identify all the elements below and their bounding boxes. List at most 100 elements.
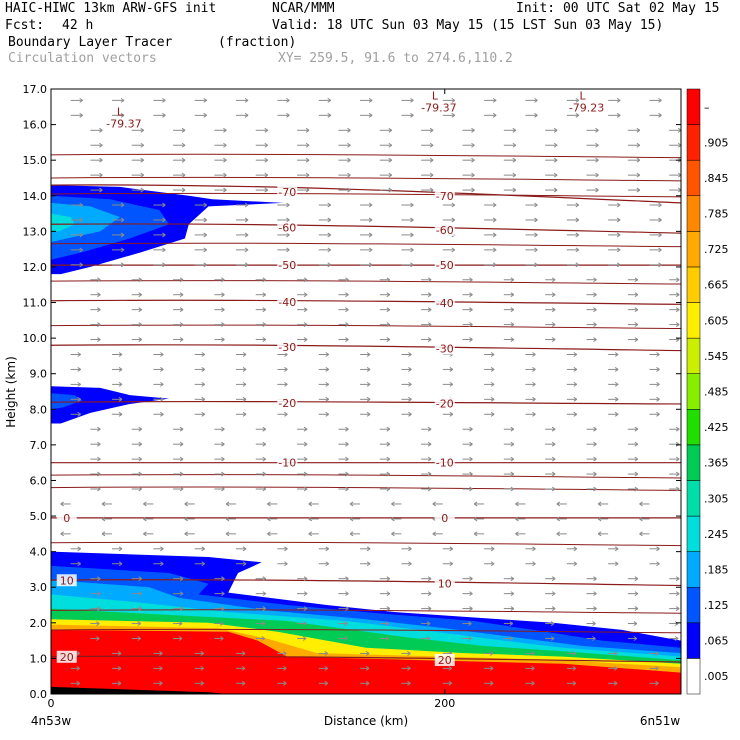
vector-head bbox=[96, 636, 100, 641]
vector-head bbox=[593, 307, 597, 313]
vector-head bbox=[658, 202, 662, 208]
vector-head bbox=[572, 665, 577, 671]
vector-head bbox=[408, 546, 412, 552]
vector-head bbox=[556, 501, 561, 507]
tracer-upper-anvil-core bbox=[51, 202, 120, 242]
vector-head bbox=[675, 456, 680, 462]
vector-head bbox=[575, 262, 580, 268]
vector-head bbox=[283, 651, 287, 656]
vector-head bbox=[120, 232, 125, 238]
vector-head bbox=[613, 665, 618, 671]
vector-head bbox=[469, 277, 473, 283]
terrain-edge bbox=[51, 686, 229, 694]
vector-head bbox=[345, 591, 349, 597]
vector-head bbox=[386, 471, 391, 477]
isotherm-line bbox=[50, 400, 682, 405]
vector-head bbox=[303, 292, 308, 298]
vector-head bbox=[241, 680, 246, 686]
vector-head bbox=[675, 606, 680, 612]
vector-head bbox=[347, 157, 351, 163]
vector-head bbox=[469, 292, 473, 298]
vector-head bbox=[510, 486, 515, 492]
vector-head bbox=[160, 381, 164, 387]
vector-head bbox=[429, 157, 434, 163]
vector-head bbox=[77, 546, 81, 552]
vector-head bbox=[471, 157, 475, 163]
vector-head bbox=[471, 142, 475, 148]
vector-head bbox=[140, 172, 144, 178]
vector-head bbox=[117, 665, 122, 671]
vector-head bbox=[616, 232, 621, 238]
vector-head bbox=[515, 501, 519, 507]
vector-head bbox=[551, 576, 556, 582]
isotherm-label-bg bbox=[277, 396, 298, 409]
vector-head bbox=[366, 367, 371, 372]
isotherm-label-bg bbox=[277, 185, 298, 198]
vector-head bbox=[386, 441, 391, 447]
vector-head bbox=[345, 576, 349, 582]
vector-head bbox=[408, 411, 412, 417]
contour-line bbox=[50, 192, 682, 198]
vector-head bbox=[410, 217, 414, 223]
vector-head bbox=[634, 441, 639, 447]
vector-head bbox=[179, 591, 184, 597]
vector-head bbox=[510, 576, 515, 582]
y-tick-label: 1.0 bbox=[30, 652, 48, 665]
vector-head bbox=[386, 456, 391, 462]
vector-head bbox=[366, 561, 371, 567]
vector-head bbox=[451, 112, 456, 118]
vector-head bbox=[60, 501, 64, 507]
vector-head bbox=[184, 501, 188, 507]
vector-head bbox=[593, 337, 597, 342]
vector-head bbox=[244, 97, 249, 103]
vector-head bbox=[634, 486, 639, 492]
vector-head bbox=[492, 247, 497, 253]
vector-head bbox=[427, 486, 432, 492]
vector-head bbox=[489, 651, 494, 656]
isotherm-label: -50 bbox=[278, 259, 296, 272]
vector-head bbox=[324, 651, 329, 656]
vector-head bbox=[386, 307, 391, 313]
tracer-upper-anvil-peak bbox=[51, 213, 75, 232]
vector-head bbox=[325, 352, 330, 357]
vector-head bbox=[614, 546, 619, 552]
isotherm-label: -40 bbox=[278, 296, 296, 309]
vector-head bbox=[492, 97, 497, 103]
vector-head bbox=[551, 486, 556, 492]
vector-head bbox=[262, 606, 267, 612]
isotherm-line bbox=[50, 299, 682, 305]
vector-head bbox=[407, 651, 411, 656]
vector-head bbox=[656, 381, 660, 387]
vector-head bbox=[386, 322, 391, 328]
y-tick-label: 13.0 bbox=[23, 225, 48, 238]
vector-head bbox=[613, 651, 618, 656]
vector-head bbox=[490, 561, 495, 567]
vector-head bbox=[221, 292, 225, 298]
contour-line bbox=[50, 609, 682, 614]
vector-head bbox=[551, 292, 556, 298]
vector-head bbox=[408, 381, 412, 387]
vector-head bbox=[181, 172, 186, 178]
vector-head bbox=[468, 636, 472, 641]
vector-head bbox=[138, 576, 142, 582]
vector-head bbox=[368, 202, 373, 208]
vector-head bbox=[551, 606, 556, 612]
vector-head bbox=[327, 112, 332, 118]
vector-head bbox=[97, 337, 101, 342]
vector-head bbox=[550, 636, 555, 641]
vector-head bbox=[386, 292, 391, 298]
colorbar: .005 .065 .125 .185 .245 .305 .365 .425 .485 .545… bbox=[686, 88, 729, 695]
vector-head bbox=[138, 426, 142, 432]
vector-head bbox=[471, 172, 475, 178]
vector-head bbox=[492, 232, 497, 238]
vector-head bbox=[345, 456, 349, 462]
vector-head bbox=[634, 322, 639, 328]
vector-head bbox=[262, 471, 267, 477]
vector-head bbox=[244, 112, 249, 118]
vector-head bbox=[575, 97, 580, 103]
vector-head bbox=[426, 636, 431, 641]
vector-head bbox=[262, 322, 267, 328]
vector-head bbox=[531, 651, 535, 656]
vector-head bbox=[531, 665, 535, 671]
colorbar-swatch bbox=[686, 444, 701, 481]
